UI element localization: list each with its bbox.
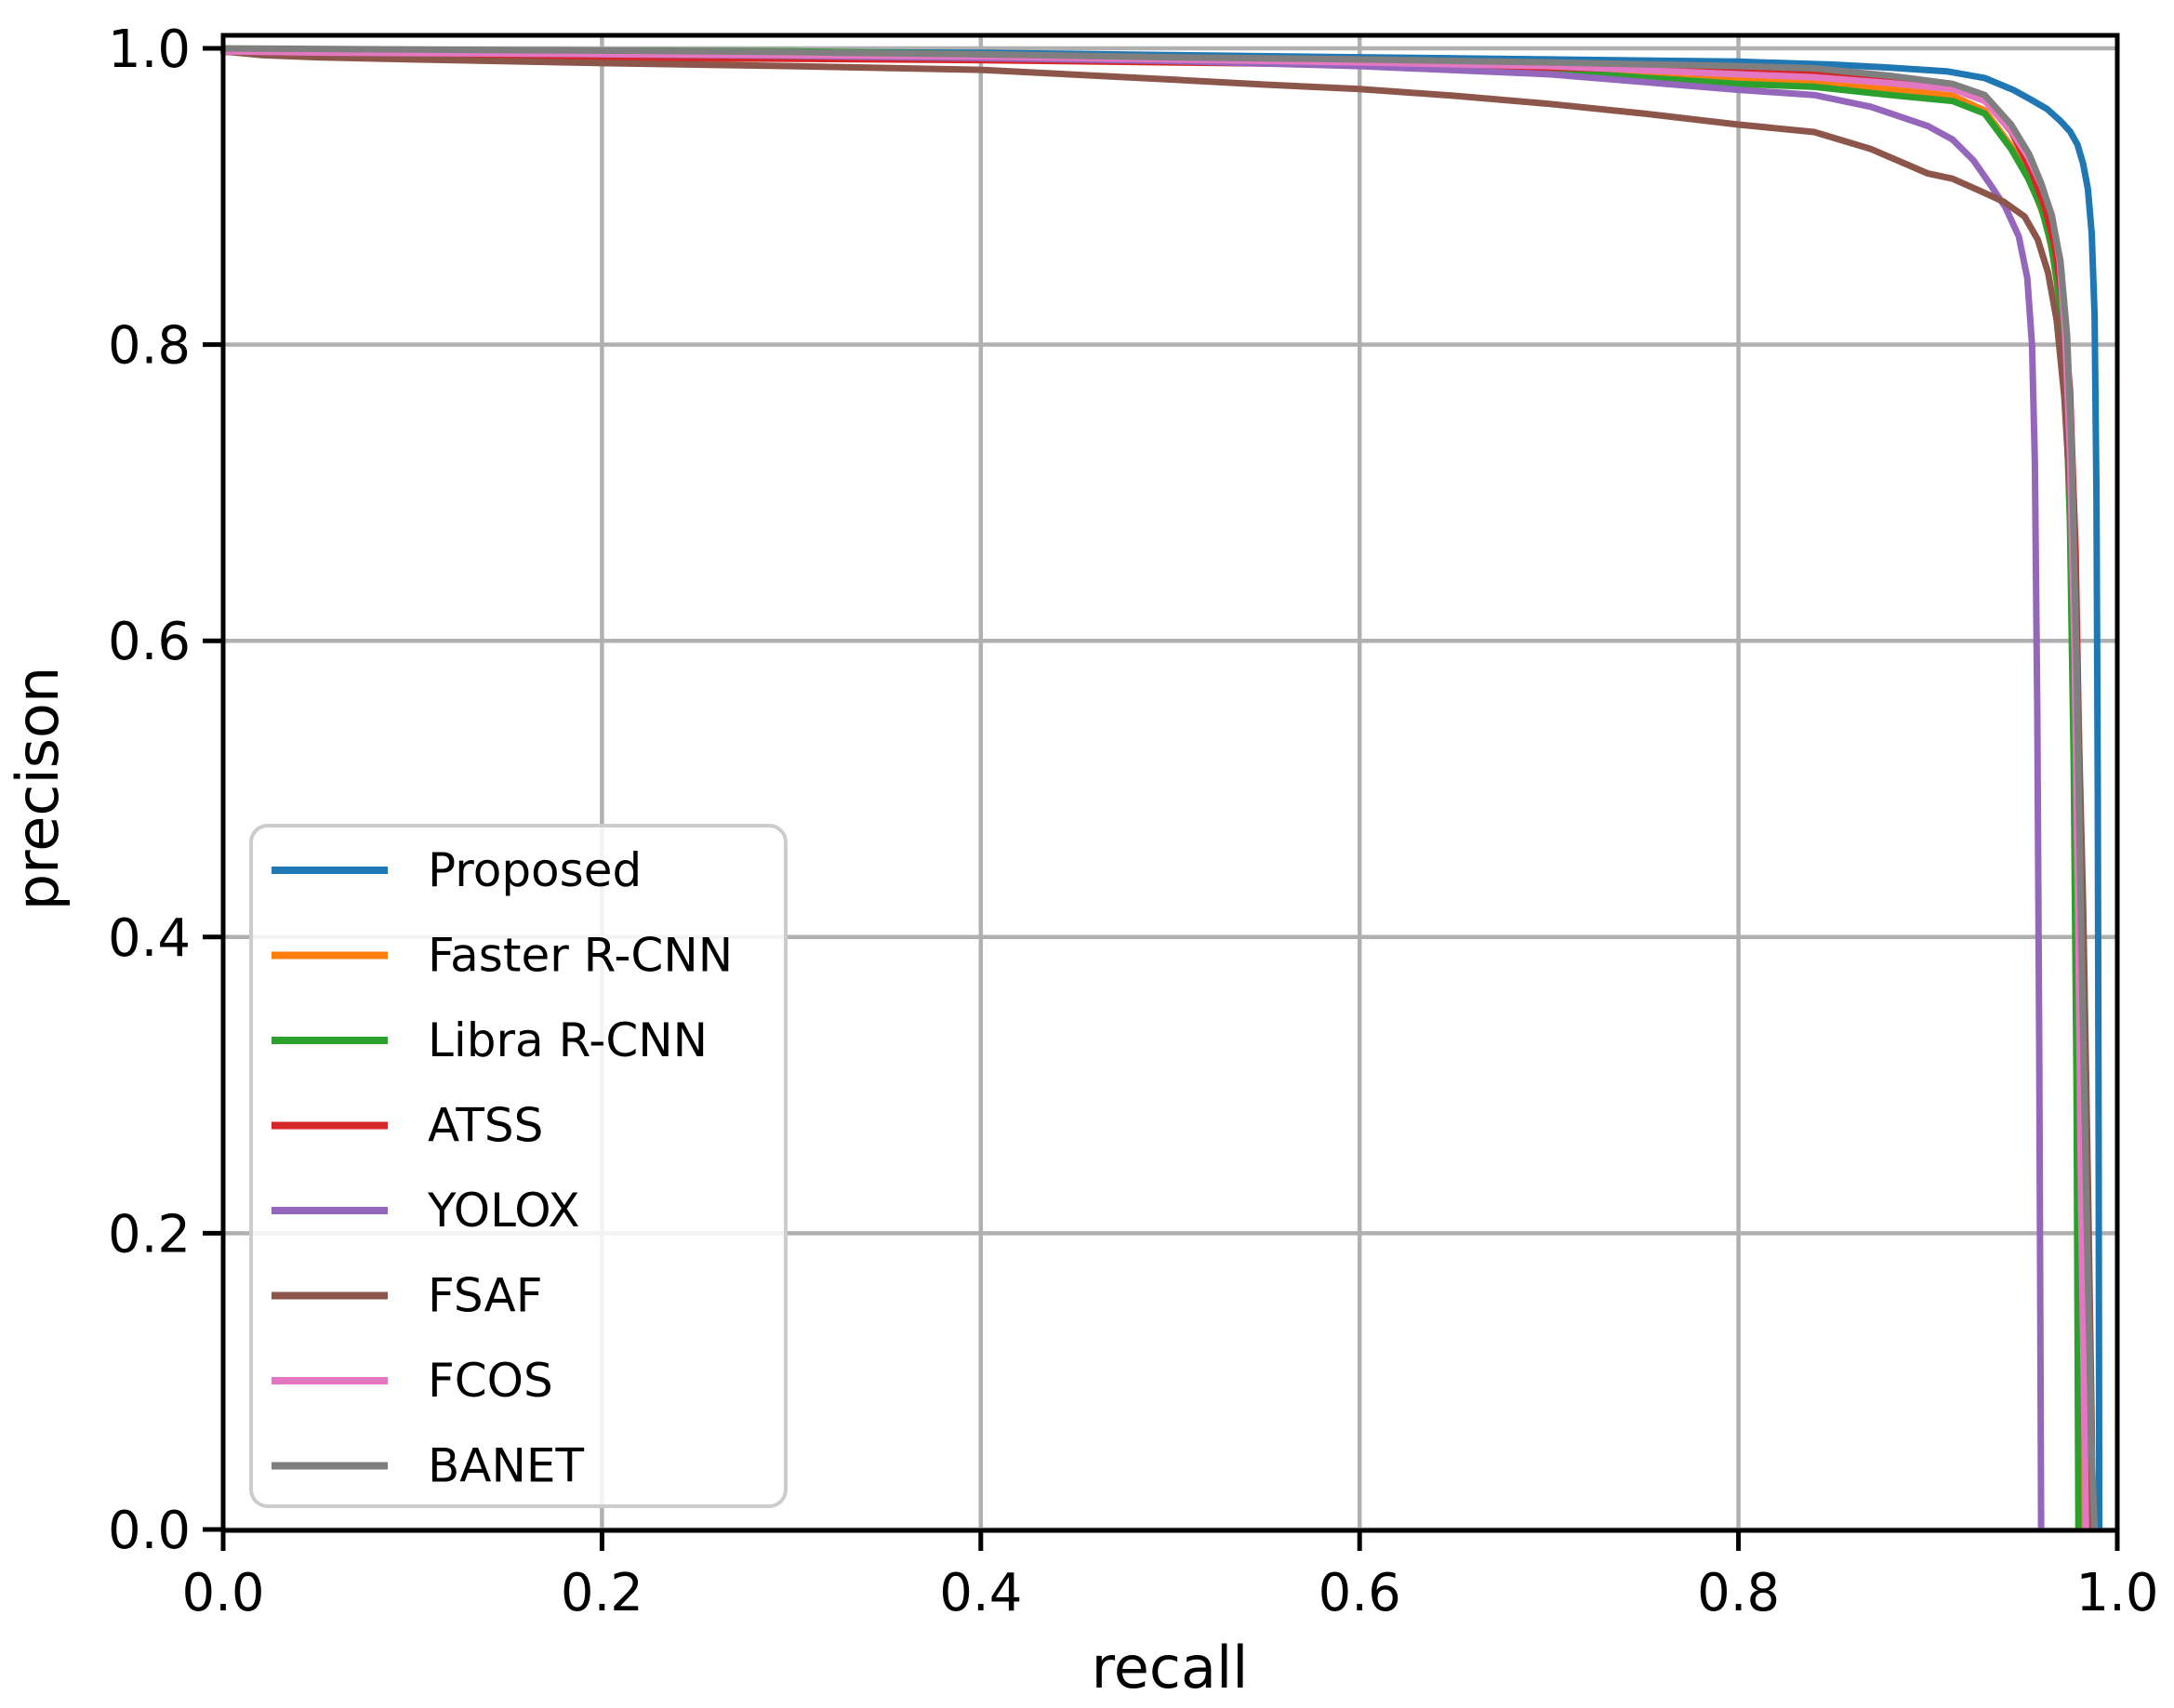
x-tick-label: 0.8 bbox=[1697, 1563, 1780, 1623]
legend-entry: YOLOX bbox=[272, 1184, 580, 1238]
y-tick-label: 0.4 bbox=[108, 908, 191, 969]
legend-entry-label: Libra R-CNN bbox=[428, 1013, 708, 1067]
x-tick-label: 0.4 bbox=[939, 1563, 1022, 1623]
legend-entry-label: FCOS bbox=[428, 1354, 553, 1408]
legend-entry-label: YOLOX bbox=[427, 1184, 580, 1238]
legend-entry: Libra R-CNN bbox=[272, 1013, 708, 1067]
legend-entry-label: Proposed bbox=[428, 843, 642, 897]
x-tick-label: 0.0 bbox=[181, 1563, 264, 1623]
y-tick-label: 0.8 bbox=[108, 316, 191, 377]
legend: Proposed Faster R-CNN Libra R-CNN ATSS YOLOX… bbox=[249, 824, 788, 1508]
legend-entry: BANET bbox=[272, 1439, 585, 1493]
y-tick-labels: 0.0 0.2 0.4 0.6 0.8 1.0 bbox=[108, 20, 191, 1561]
y-tick-label: 0.0 bbox=[108, 1501, 191, 1561]
x-tick-label: 0.6 bbox=[1319, 1563, 1401, 1623]
legend-entry-label: FSAF bbox=[428, 1269, 543, 1323]
curves bbox=[219, 45, 2103, 1533]
legend-entry: Faster R-CNN bbox=[272, 929, 733, 983]
x-axis-label: recall bbox=[1092, 1634, 1249, 1701]
x-tick-labels: 0.0 0.2 0.4 0.6 0.8 1.0 bbox=[181, 1563, 2158, 1623]
legend-entry: ATSS bbox=[272, 1099, 543, 1153]
y-axis-label: precison bbox=[4, 667, 72, 910]
legend-entry-label: BANET bbox=[428, 1439, 585, 1493]
y-tick-label: 0.2 bbox=[108, 1204, 191, 1264]
legend-entry-label: ATSS bbox=[428, 1099, 543, 1153]
legend-entry: FSAF bbox=[272, 1269, 543, 1323]
y-tick-label: 0.6 bbox=[108, 612, 191, 672]
legend-entry-label: Faster R-CNN bbox=[428, 929, 733, 983]
plot-border bbox=[220, 33, 2120, 1533]
curve-banet bbox=[219, 45, 2099, 1533]
legend-entry: FCOS bbox=[272, 1354, 553, 1408]
axis-ticks bbox=[203, 46, 2120, 1551]
x-tick-label: 1.0 bbox=[2075, 1563, 2158, 1623]
y-tick-label: 1.0 bbox=[108, 20, 191, 80]
x-tick-label: 0.2 bbox=[561, 1563, 643, 1623]
legend-box bbox=[249, 824, 788, 1508]
legend-entry: Proposed bbox=[272, 843, 642, 897]
